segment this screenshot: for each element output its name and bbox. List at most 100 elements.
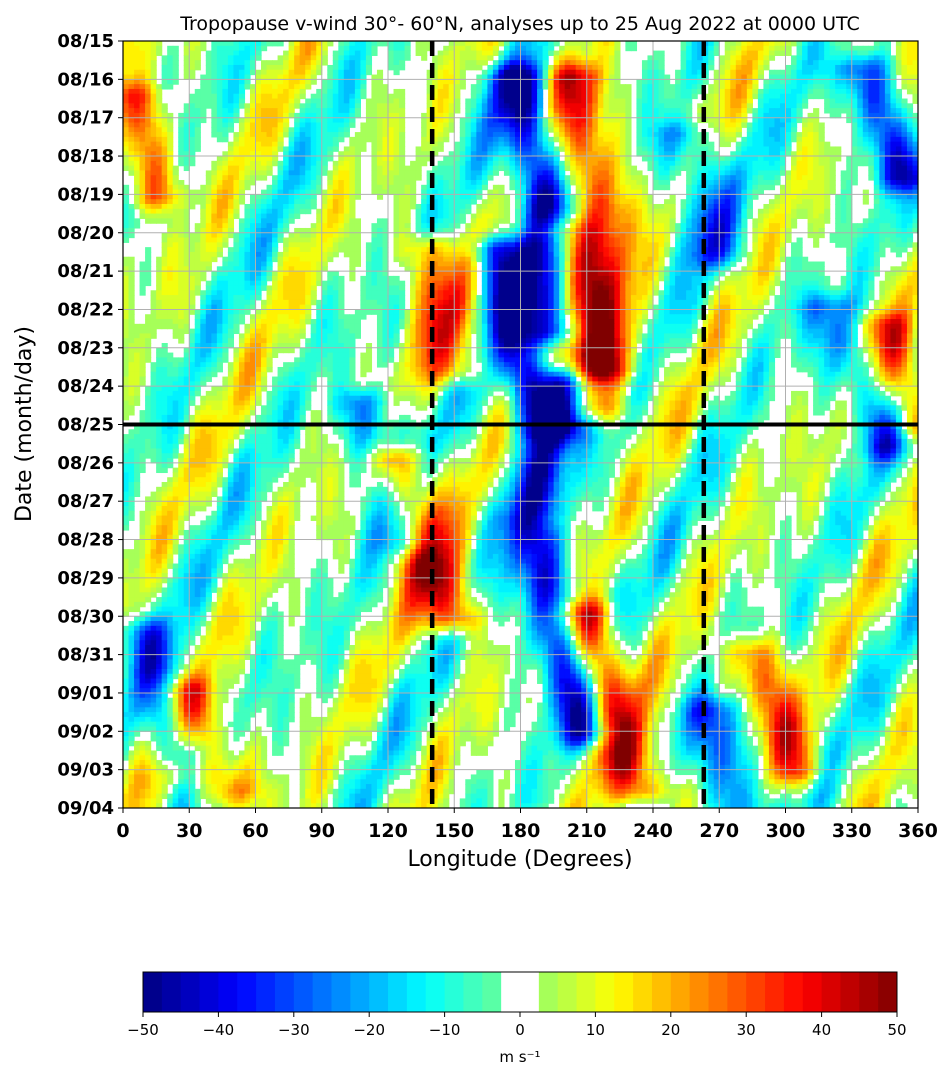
field-cell: [509, 132, 516, 138]
field-cell: [277, 208, 284, 215]
field-cell: [399, 141, 406, 148]
field-cell: [730, 79, 737, 85]
field-cell: [272, 141, 279, 148]
field-cell: [647, 55, 654, 61]
field-cell: [647, 223, 654, 229]
field-cell: [829, 151, 836, 157]
field-cell: [840, 208, 847, 215]
field-cell: [724, 88, 731, 95]
field-cell: [272, 103, 279, 109]
field-cell: [553, 184, 560, 191]
field-cell: [404, 180, 411, 186]
field-cell: [702, 79, 709, 85]
field-cell: [702, 232, 709, 239]
field-cell: [686, 180, 693, 186]
field-cell: [481, 50, 488, 56]
field-cell: [310, 41, 317, 47]
field-cell: [906, 132, 914, 138]
field-cell: [542, 64, 549, 71]
field-cell: [641, 194, 649, 200]
field-cell: [824, 93, 831, 100]
field-cell: [625, 136, 632, 143]
field-cell: [520, 108, 527, 114]
field-cell: [857, 93, 864, 100]
field-cell: [553, 146, 560, 152]
field-cell: [448, 122, 455, 128]
field-cell: [376, 146, 384, 152]
field-cell: [465, 208, 472, 215]
field-cell: [399, 45, 406, 52]
field-cell: [454, 151, 461, 157]
field-cell: [283, 184, 290, 191]
field-cell: [487, 69, 494, 76]
field-cell: [128, 223, 135, 229]
field-cell: [641, 84, 649, 90]
field-cell: [227, 223, 235, 229]
field-cell: [255, 165, 262, 172]
field-cell: [824, 189, 831, 195]
field-cell: [741, 180, 748, 186]
field-cell: [338, 156, 345, 162]
field-cell: [261, 199, 268, 205]
field-cell: [415, 151, 422, 157]
field-cell: [178, 189, 185, 195]
field-cell: [531, 184, 538, 191]
field-cell: [393, 112, 400, 119]
field-cell: [912, 151, 918, 157]
field-cell: [382, 170, 389, 176]
field-cell: [205, 194, 212, 200]
field-cell: [255, 151, 262, 157]
field-cell: [233, 93, 240, 100]
field-cell: [719, 117, 726, 124]
field-cell: [531, 189, 538, 195]
field-cell: [564, 151, 571, 157]
field-cell: [862, 103, 869, 109]
field-cell: [746, 203, 753, 210]
field-cell: [249, 84, 257, 90]
field-cell: [382, 227, 389, 234]
field-cell: [294, 165, 301, 172]
field-cell: [730, 213, 737, 219]
field-cell: [316, 170, 323, 176]
field-cell: [487, 132, 494, 138]
field-cell: [211, 108, 218, 114]
field-cell: [150, 180, 157, 186]
field-cell: [216, 84, 223, 90]
field-cell: [520, 141, 527, 148]
field-cell: [884, 213, 891, 219]
field-cell: [167, 127, 174, 133]
field-cell: [697, 184, 704, 191]
field-cell: [857, 98, 864, 104]
field-cell: [233, 199, 240, 205]
field-cell: [851, 117, 858, 124]
field-cell: [763, 180, 770, 186]
field-cell: [785, 122, 792, 128]
field-cell: [531, 50, 538, 56]
field-cell: [564, 141, 571, 148]
field-cell: [476, 180, 483, 186]
field-cell: [156, 132, 163, 138]
field-cell: [183, 189, 190, 195]
field-cell: [559, 213, 566, 219]
field-cell: [349, 136, 356, 143]
field-cell: [194, 103, 201, 109]
field-cell: [691, 122, 698, 128]
field-cell: [746, 103, 753, 109]
field-cell: [669, 203, 676, 210]
field-cell: [697, 199, 704, 205]
field-cell: [697, 132, 704, 138]
field-cell: [597, 180, 604, 186]
field-cell: [211, 74, 218, 80]
field-cell: [150, 218, 157, 224]
field-cell: [205, 55, 212, 61]
field-cell: [846, 232, 853, 239]
field-cell: [686, 165, 693, 172]
field-cell: [459, 127, 466, 133]
field-cell: [697, 213, 704, 219]
field-cell: [553, 79, 560, 85]
field-cell: [520, 50, 527, 56]
field-cell: [768, 88, 776, 95]
field-cell: [454, 184, 461, 191]
field-cell: [376, 232, 384, 239]
field-cell: [851, 93, 858, 100]
